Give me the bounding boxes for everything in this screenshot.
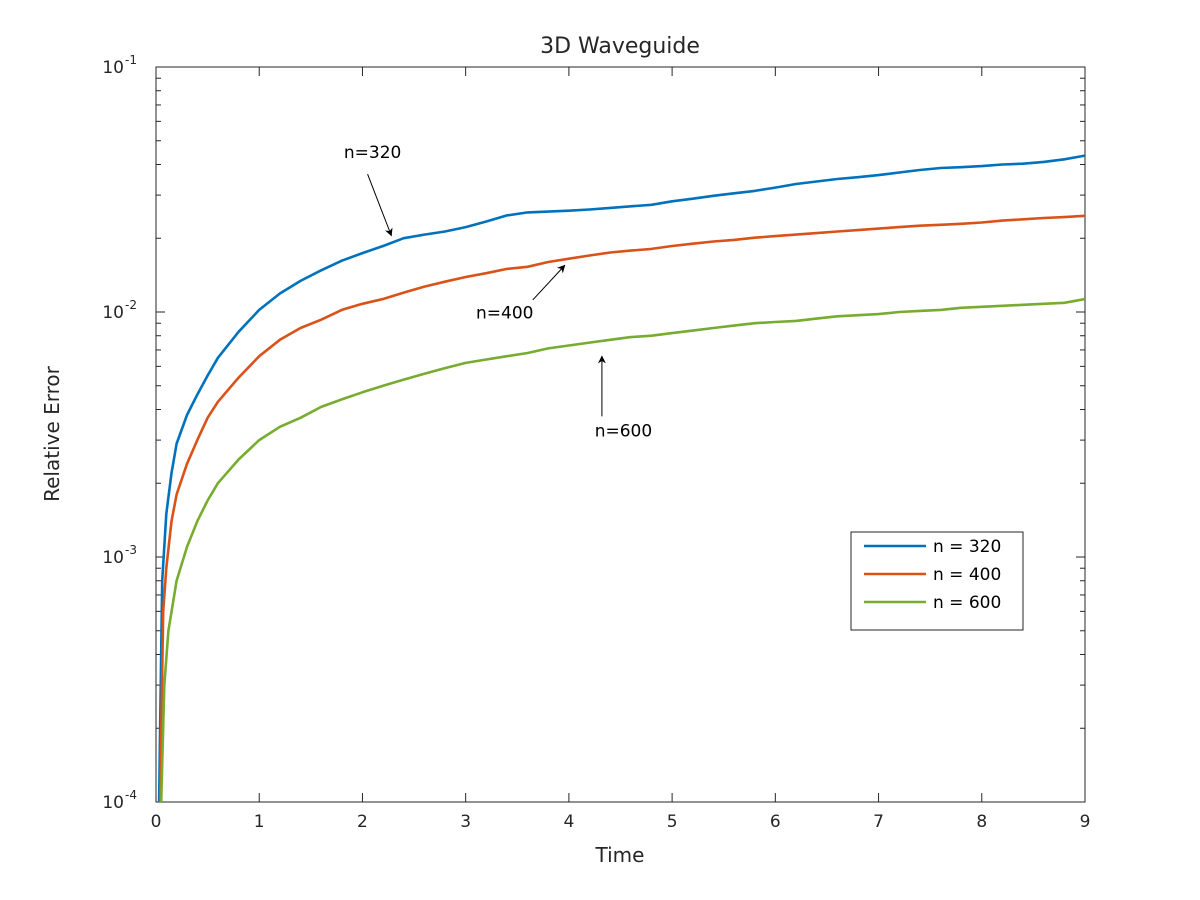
series-line-n600 bbox=[159, 297, 1085, 802]
x-tick-label: 9 bbox=[1080, 812, 1091, 832]
plot-area: 0 1 2 3 4 5 6 7 8 910-410-310-210 -1n=320n=400n=60… bbox=[102, 53, 1090, 832]
annotation-label: n=400 bbox=[476, 304, 533, 324]
annotation-label: n=320 bbox=[344, 143, 401, 163]
series-line-n320 bbox=[157, 154, 1085, 802]
y-tick-label: 10 bbox=[102, 548, 124, 568]
y-tick-exponent: -4 bbox=[125, 788, 137, 802]
x-tick-label: 1 bbox=[254, 812, 265, 832]
legend-label: n = 400 bbox=[933, 565, 1001, 585]
x-tick-label: 0 bbox=[151, 812, 162, 832]
legend-label: n = 320 bbox=[933, 537, 1001, 557]
plot-frame bbox=[155, 66, 1086, 803]
annotation-arrow bbox=[532, 264, 566, 301]
x-tick-label: 7 bbox=[873, 812, 884, 832]
legend: n = 320 n = 400 n = 600 bbox=[850, 531, 1024, 631]
y-tick-exponent: -2 bbox=[125, 298, 137, 312]
y-tick-label: 10 bbox=[102, 303, 124, 323]
y-tick-exponent: -3 bbox=[125, 543, 137, 557]
annotation-arrow bbox=[367, 174, 393, 237]
x-tick-label: 4 bbox=[563, 812, 574, 832]
legend-box bbox=[850, 531, 1024, 631]
x-axis-label: Time bbox=[595, 843, 645, 867]
y-tick-label: 10 bbox=[102, 58, 124, 78]
x-tick-label: 3 bbox=[460, 812, 471, 832]
y-axis-label: Relative Error bbox=[40, 365, 64, 502]
x-tick-label: 5 bbox=[667, 812, 678, 832]
annotation-label: n=600 bbox=[595, 422, 652, 442]
x-tick-label: 6 bbox=[770, 812, 781, 832]
y-tick-label: 10 bbox=[102, 793, 124, 813]
chart-title: 3D Waveguide bbox=[540, 34, 700, 59]
x-tick-label: 2 bbox=[357, 812, 368, 832]
x-tick-label: 8 bbox=[976, 812, 987, 832]
series-line-n400 bbox=[158, 214, 1085, 802]
legend-label: n = 600 bbox=[933, 593, 1001, 613]
y-tick-exponent: -1 bbox=[125, 53, 137, 67]
series-group bbox=[157, 154, 1085, 802]
